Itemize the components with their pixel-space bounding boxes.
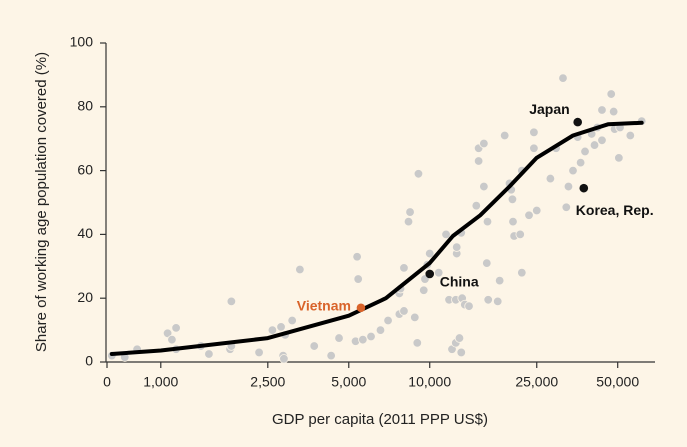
data-point [529,143,539,153]
data-point [545,173,556,184]
data-point [493,296,503,307]
data-point [508,216,518,227]
data-point [287,315,297,326]
data-point [515,229,525,240]
y-tick-label: 100 [70,34,94,50]
data-point [295,264,305,275]
data-point [162,328,173,338]
x-tick-label: 5,000 [331,374,366,390]
data-point [494,275,505,286]
data-point [479,181,489,192]
highlight-point [425,269,435,279]
data-point [226,296,237,307]
data-point [204,349,214,359]
data-point [561,202,572,212]
data-point [366,331,376,342]
data-point [589,140,600,150]
data-point [568,165,578,176]
x-tick-label: 1,000 [143,374,178,390]
data-point [326,350,336,361]
data-point [563,181,574,192]
x-tick-label: 0 [103,374,111,390]
data-point [507,194,518,205]
data-point [575,157,586,168]
data-point [532,205,542,216]
x-tick-label: 25,000 [515,374,558,390]
data-point [454,333,465,343]
data-point [625,130,636,141]
data-point [254,347,264,358]
data-point [413,169,424,179]
data-point [334,333,344,343]
y-tick-label: 60 [77,161,93,177]
data-point [383,315,393,326]
data-point [517,267,527,278]
data-point [482,216,493,227]
data-point [456,347,466,358]
highlight-point [356,303,366,313]
data-point [167,334,177,345]
y-tick-label: 80 [77,98,93,114]
data-point [471,200,481,211]
data-point [608,106,619,117]
data-point [597,105,607,115]
data-point [309,341,319,351]
data-point [524,210,534,220]
fit-curve [109,120,644,356]
data-point [606,89,616,99]
data-point [352,252,362,262]
x-axis-title: GDP per capita (2011 PPP US$) [272,411,488,428]
data-point [558,73,568,83]
data-point [353,274,363,284]
data-point [452,242,462,252]
highlight-point [579,183,589,193]
data-point [405,207,415,217]
data-point [375,325,386,335]
data-point [499,130,510,141]
data-point [358,334,368,345]
x-tick-label: 50,000 [596,374,639,390]
highlight-label: Japan [529,101,569,117]
highlight-label: China [440,274,479,290]
data-point [479,138,489,149]
data-point [403,216,414,227]
data-point [279,354,289,364]
data-point [529,127,539,138]
data-point [464,301,474,311]
data-point [597,135,607,145]
y-axis-title: Share of working age population covered … [33,52,50,352]
data-point [410,312,420,323]
data-point [399,263,409,273]
x-tick-label: 2,500 [250,374,285,390]
data-point [580,146,590,157]
data-point [483,295,493,305]
y-tick-label: 0 [85,353,93,369]
data-point [276,322,286,332]
data-point [419,285,429,295]
data-point [171,323,181,333]
data-point [425,248,435,259]
x-tick-label: 10,000 [408,374,451,390]
highlight-label: Korea, Rep. [576,202,654,218]
data-point [399,306,409,316]
data-point [614,153,624,163]
data-point [482,258,492,268]
y-tick-label: 40 [77,225,93,241]
highlight-point [573,117,582,127]
data-point [267,325,278,335]
data-point [441,229,451,240]
data-point [434,267,444,278]
y-tick-label: 20 [77,289,93,305]
highlight-label: Vietnam [297,297,351,313]
data-point [473,156,484,166]
data-point [412,338,422,348]
